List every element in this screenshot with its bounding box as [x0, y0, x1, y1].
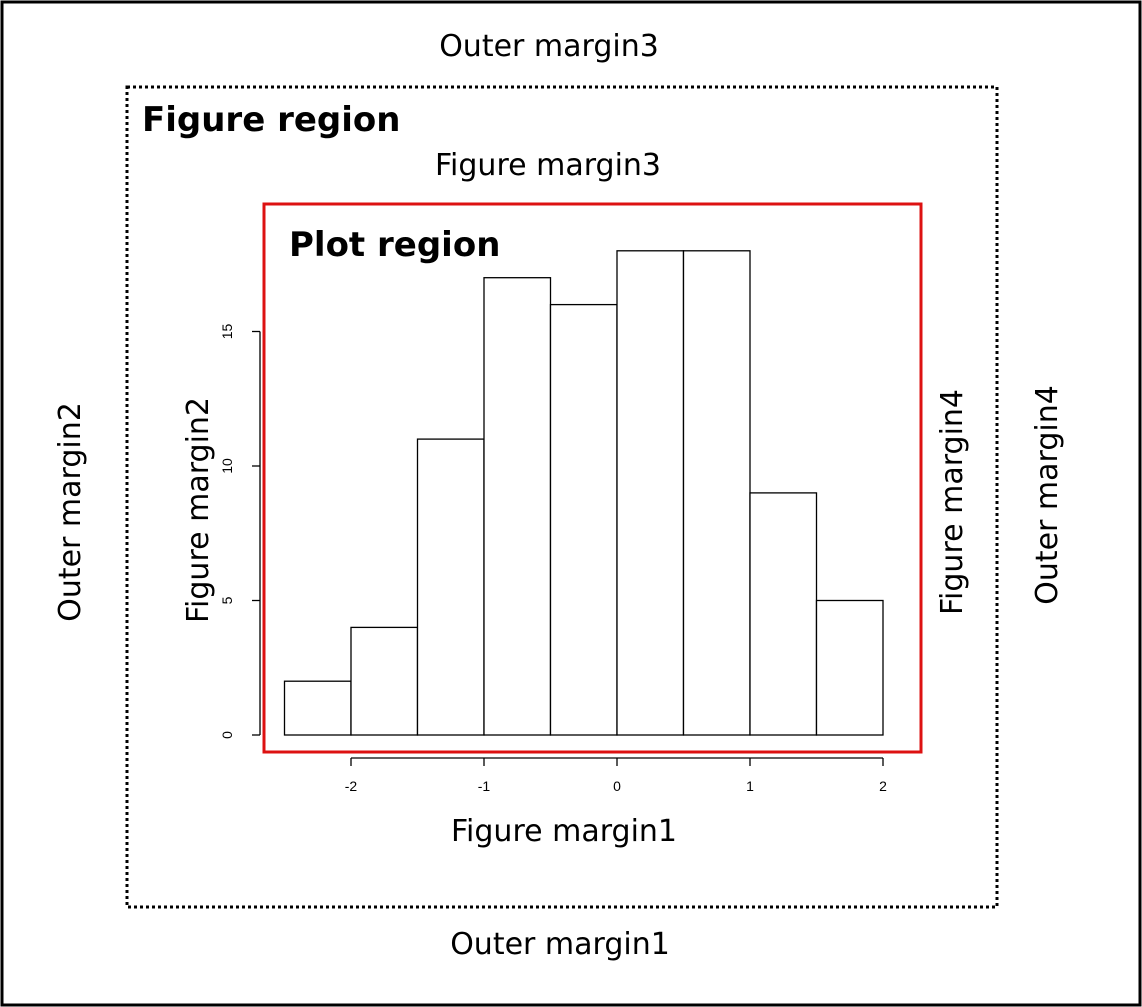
outer-margin-2-label: Outer margin2 — [53, 402, 88, 622]
y-tick-label-0: 0 — [219, 731, 235, 739]
outer-margin-1-label: Outer margin1 — [450, 927, 670, 962]
histogram-bar-5 — [616, 250, 685, 736]
y-tick-label-1: 5 — [219, 596, 235, 604]
histogram-bar-1 — [350, 626, 419, 736]
histogram-bar-4 — [549, 303, 618, 736]
x-tick-label-0: -2 — [345, 778, 358, 794]
figure-region-title: Figure region — [142, 100, 400, 140]
histogram-bar-7 — [749, 492, 818, 736]
y-tick-label-3: 15 — [219, 324, 235, 340]
figure-margin-3-label: Figure margin3 — [435, 148, 661, 183]
histogram-bar-2 — [416, 438, 485, 736]
y-axis: 0 5 10 15 — [219, 324, 261, 739]
outer-margin-3-label: Outer margin3 — [439, 29, 659, 64]
figure-margin-2-label: Figure margin2 — [181, 397, 216, 623]
histogram-bar-0 — [283, 680, 352, 736]
figure-margin-1-label: Figure margin1 — [451, 814, 677, 849]
figure-margin-4-label: Figure margin4 — [935, 389, 970, 615]
y-tick-label-2: 10 — [219, 458, 235, 474]
outer-margin-4-label: Outer margin4 — [1030, 385, 1065, 605]
histogram-bar-8 — [815, 599, 884, 736]
histogram-bar-6 — [682, 250, 751, 736]
x-axis: -2 -1 0 1 2 — [345, 757, 887, 794]
x-tick-label-1: -1 — [478, 778, 491, 794]
plot-region-border — [262, 202, 923, 754]
figure-region-border — [125, 85, 999, 909]
x-tick-label-3: 1 — [746, 778, 754, 794]
histogram — [283, 250, 884, 736]
histogram-bar-3 — [483, 277, 552, 736]
x-tick-label-4: 2 — [879, 778, 887, 794]
x-tick-label-2: 0 — [613, 778, 621, 794]
plot-region-title: Plot region — [289, 225, 500, 265]
